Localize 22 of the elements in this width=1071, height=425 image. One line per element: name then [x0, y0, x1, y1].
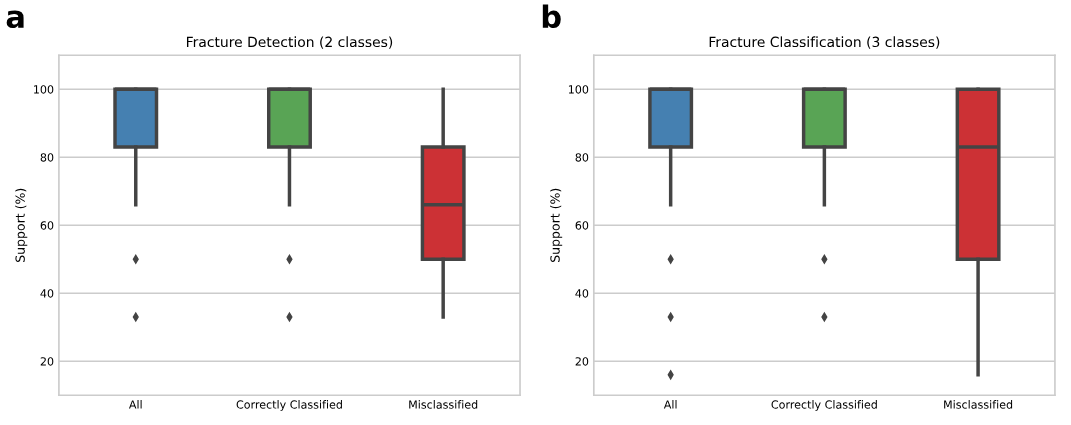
y-tick-label: 100	[34, 85, 54, 94]
y-axis-title: Support (%)	[15, 188, 28, 262]
x-tick-label: Correctly Classified	[771, 400, 877, 411]
chart-title: Fracture Detection (2 classes)	[186, 36, 393, 49]
y-tick-label: 80	[575, 153, 589, 162]
y-tick-label: 40	[40, 289, 54, 298]
x-tick-label: Misclassified	[409, 400, 478, 409]
y-tick-label: 60	[40, 221, 54, 230]
x-tick-label: All	[128, 400, 142, 409]
text: a	[6, 10, 24, 29]
text: b	[542, 4, 561, 29]
x-tick-label: All	[663, 400, 677, 409]
y-tick-label: 60	[575, 221, 589, 230]
y-tick-label: 20	[40, 357, 54, 366]
y-tick-label: 20	[575, 357, 589, 366]
x-tick-label: Misclassified	[944, 400, 1013, 409]
y-axis-title: Support (%)	[550, 188, 563, 262]
y-tick-label: 100	[568, 85, 589, 94]
x-tick-label: Correctly Classified	[236, 400, 342, 411]
y-tick-label: 40	[575, 289, 589, 298]
y-tick-label: 80	[40, 153, 54, 162]
chart-title: Fracture Classification (3 classes)	[709, 36, 940, 49]
